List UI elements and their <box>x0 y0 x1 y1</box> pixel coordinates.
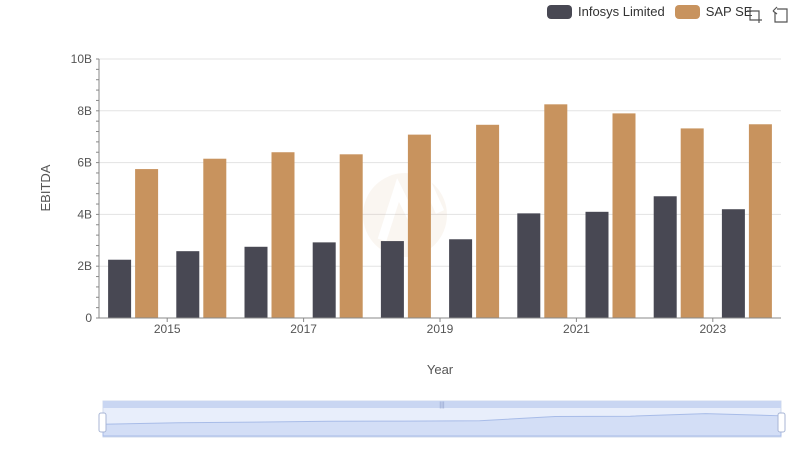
y-tick-label: 6B <box>77 156 92 170</box>
legend: Infosys Limited SAP SE <box>547 4 762 19</box>
x-axis-title: Year <box>427 362 454 377</box>
x-tick-label: 2017 <box>290 322 317 336</box>
bar-infosys-2019[interactable] <box>449 239 473 318</box>
restore-icon[interactable] <box>772 6 790 24</box>
y-tick-label: 2B <box>77 259 92 273</box>
zoom-grip[interactable]: ||| <box>439 402 445 409</box>
zoom-selection-band[interactable] <box>103 401 781 408</box>
bar-infosys-2023[interactable] <box>721 209 745 318</box>
bar-sap-2014[interactable] <box>135 169 159 318</box>
bar-infosys-2020[interactable] <box>517 213 541 318</box>
y-axis-title: EBITDA <box>38 164 53 211</box>
bar-sap-2023[interactable] <box>748 124 772 318</box>
zoom-handle-left[interactable] <box>98 412 107 433</box>
bars <box>108 104 772 318</box>
watermark-logo <box>363 173 447 257</box>
bar-sap-2019[interactable] <box>476 124 500 318</box>
legend-label-infosys: Infosys Limited <box>578 4 665 19</box>
data-zoom-slider[interactable]: ||| <box>98 400 786 438</box>
bar-sap-2017[interactable] <box>339 154 363 318</box>
y-tick-label: 10B <box>71 52 92 66</box>
bar-sap-2016[interactable] <box>271 152 295 318</box>
axes: 0 2B 4B 6B 8B 10B 2015 2017 2019 2021 2023 <box>71 52 781 336</box>
bar-sap-2015[interactable] <box>203 158 227 318</box>
zoom-icon[interactable] <box>746 6 764 24</box>
x-tick-label: 2021 <box>563 322 590 336</box>
y-tick-label: 8B <box>77 104 92 118</box>
bar-infosys-2022[interactable] <box>653 196 677 318</box>
bar-sap-2022[interactable] <box>680 128 704 318</box>
bar-sap-2021[interactable] <box>612 113 636 318</box>
y-tick-label: 4B <box>77 207 92 221</box>
x-tick-label: 2019 <box>427 322 454 336</box>
bar-infosys-2015[interactable] <box>176 251 200 318</box>
legend-item-sap[interactable]: SAP SE <box>674 4 753 19</box>
legend-label-sap: SAP SE <box>705 4 753 19</box>
zoom-handle-right[interactable] <box>777 412 786 433</box>
legend-item-infosys[interactable]: Infosys Limited <box>547 4 665 19</box>
bar-infosys-2021[interactable] <box>585 211 609 318</box>
bar-infosys-2014[interactable] <box>108 259 132 318</box>
bar-infosys-2017[interactable] <box>312 242 336 318</box>
x-tick-label: 2015 <box>154 322 181 336</box>
x-tick-label: 2023 <box>699 322 726 336</box>
y-tick-label: 0 <box>85 311 92 325</box>
bar-infosys-2016[interactable] <box>244 246 268 318</box>
bar-sap-2018[interactable] <box>407 134 431 318</box>
legend-swatch-sap <box>674 4 700 19</box>
bar-sap-2020[interactable] <box>544 104 568 318</box>
bar-infosys-2018[interactable] <box>380 241 404 318</box>
legend-swatch-infosys <box>547 4 572 19</box>
